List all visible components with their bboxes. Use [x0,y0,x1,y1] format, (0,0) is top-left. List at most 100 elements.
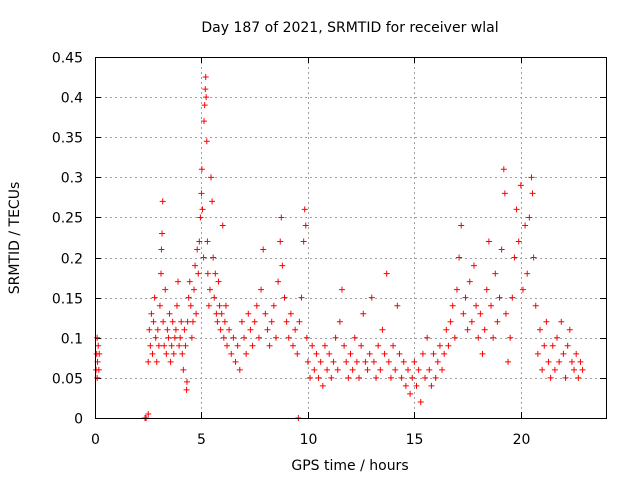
data-point [351,334,358,341]
data-point [156,302,163,309]
data-point [341,342,348,349]
data-point [234,342,241,349]
data-point [313,350,320,357]
data-point [439,366,446,373]
data-point [545,358,552,365]
data-point [287,310,294,317]
data-point [201,102,208,109]
data-point [159,198,166,205]
data-point [524,270,531,277]
data-point [270,302,277,309]
data-point [494,318,501,325]
data-point [158,246,165,253]
data-point [172,326,179,333]
data-point [394,302,401,309]
data-point [203,138,210,145]
data-point [277,238,284,245]
data-point [215,278,222,285]
data-point [485,238,492,245]
data-point [191,286,198,293]
data-point [272,334,279,341]
data-point [219,222,226,229]
data-point [375,342,382,349]
data-point [500,166,507,173]
data-point [285,334,292,341]
data-point [304,358,311,365]
data-point [402,382,409,389]
y-tick-label: 0 [74,412,83,428]
data-point [150,318,157,325]
data-point [167,358,174,365]
data-point [519,286,526,293]
data-point [153,358,160,365]
data-point [296,318,303,325]
data-point [426,366,433,373]
data-point [530,254,537,261]
data-point [428,382,435,389]
data-point [470,262,477,269]
x-tick-label: 0 [91,432,100,448]
data-point [211,294,218,301]
data-point [479,350,486,357]
data-point [177,334,184,341]
data-point [154,326,161,333]
data-point [204,270,211,277]
data-point [413,382,420,389]
data-point [183,386,190,393]
data-point [180,366,187,373]
data-point [434,358,441,365]
data-point [249,342,256,349]
data-point [148,310,155,317]
data-point [505,358,512,365]
data-point [155,342,162,349]
data-point [319,382,326,389]
data-point [338,286,345,293]
data-point [573,350,580,357]
data-point [562,374,569,381]
data-points [93,74,586,421]
data-point [534,350,541,357]
x-axis-label: GPS time / hours [291,458,408,474]
data-point [255,334,262,341]
data-point [166,310,173,317]
data-point [232,358,239,365]
data-point [575,374,582,381]
data-point [432,374,439,381]
axis-ticks: 0 0.05 0.1 0.15 0.2 0.25 0.3 0.35 0.4 0.45 0 5 10 15 2… [52,51,606,448]
data-point [400,358,407,365]
data-point [415,366,422,373]
data-point [387,374,394,381]
data-point [385,358,392,365]
y-axis-label: SRMTID / TECUs [7,182,23,295]
data-point [460,310,467,317]
data-point [366,350,373,357]
data-point [220,334,227,341]
data-point [218,310,225,317]
data-point [205,302,212,309]
data-point [292,326,299,333]
data-point [362,358,369,365]
data-point [577,358,584,365]
data-point [539,366,546,373]
data-point [488,302,495,309]
data-point [543,318,550,325]
data-point [184,318,191,325]
y-tick-label: 0.25 [52,211,83,227]
data-point [258,286,265,293]
data-point [160,318,167,325]
data-point [266,342,273,349]
data-point [507,334,514,341]
data-point [424,334,431,341]
data-point [568,358,575,365]
data-point [315,374,322,381]
data-point [328,374,335,381]
data-point [161,342,168,349]
data-point [209,198,216,205]
data-point [236,366,243,373]
x-tick-label: 10 [300,432,318,448]
data-point [199,206,206,213]
data-point [95,366,102,373]
data-point [238,318,245,325]
plot-frame [95,57,607,419]
data-point [334,366,341,373]
